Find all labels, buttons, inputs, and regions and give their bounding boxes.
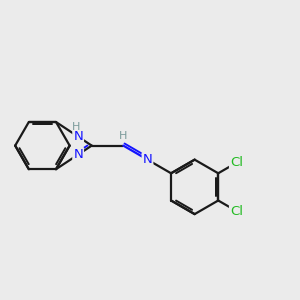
Text: Cl: Cl — [230, 205, 243, 218]
Text: N: N — [73, 148, 83, 161]
Text: N: N — [142, 153, 152, 166]
Text: H: H — [72, 122, 81, 131]
Text: H: H — [119, 131, 128, 141]
Text: N: N — [73, 130, 83, 143]
Text: Cl: Cl — [230, 156, 243, 169]
